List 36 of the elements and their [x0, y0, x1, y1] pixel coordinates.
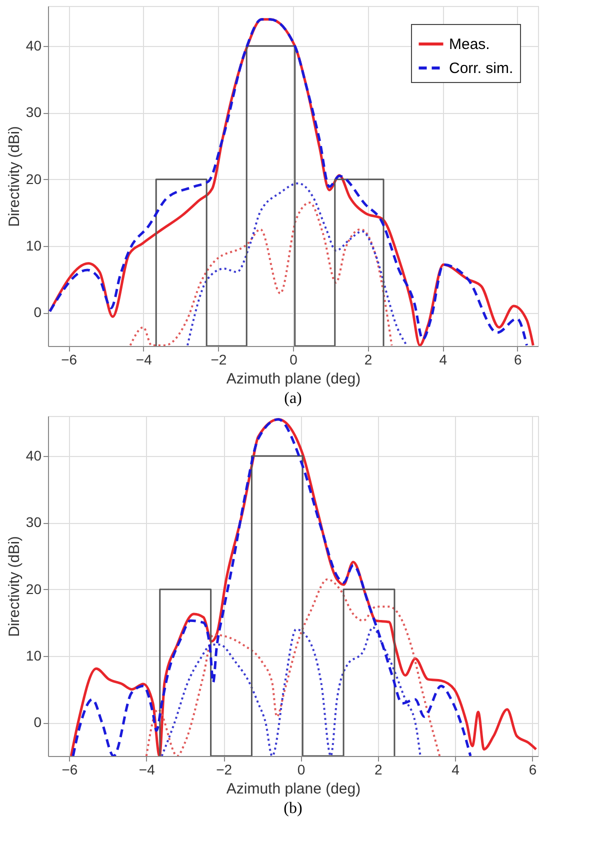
legend-label: Corr. sim. [449, 60, 514, 77]
line-series [145, 578, 441, 756]
x-axis-title: Azimuth plane (deg) [226, 370, 361, 388]
x-tick-label: −4 [138, 762, 156, 778]
y-tick-label: 30 [26, 104, 42, 120]
x-tick-label: 2 [374, 762, 382, 778]
x-axis-title: Azimuth plane (deg) [226, 780, 361, 798]
text: (a) [284, 390, 302, 407]
x-tick-label: −6 [61, 352, 78, 368]
x-tick-label: 0 [290, 352, 298, 368]
y-tick-label: 30 [26, 514, 42, 530]
line-series [129, 202, 393, 346]
y-tick-label: 20 [26, 170, 42, 187]
x-tick-label: 4 [452, 762, 460, 778]
text: (b) [284, 800, 302, 817]
x-tick-label: 4 [439, 352, 448, 368]
x-tick-label: −2 [210, 352, 227, 368]
x-tick-label: −6 [62, 762, 78, 778]
y-tick-label: 10 [26, 238, 42, 254]
y-axis-title: Directivity (dBi) [6, 126, 23, 227]
x-tick-label: −2 [216, 762, 232, 778]
y-tick-label: 40 [26, 448, 42, 464]
legend-label: Meas. [449, 36, 490, 53]
y-axis-title: Directivity (dBi) [6, 536, 23, 637]
y-tick-label: 0 [34, 714, 42, 730]
x-tick-label: 6 [528, 762, 537, 778]
y-tick-label: 20 [26, 580, 42, 597]
y-tick-label: 40 [26, 38, 42, 54]
x-tick-label: −4 [136, 352, 152, 368]
x-tick-label: 6 [514, 352, 522, 368]
y-tick-label: 0 [34, 304, 42, 320]
y-tick-label: 10 [26, 648, 42, 664]
x-tick-label: 2 [364, 352, 372, 368]
x-tick-label: 0 [297, 762, 306, 778]
line-series [186, 182, 408, 346]
line-series [160, 626, 422, 756]
